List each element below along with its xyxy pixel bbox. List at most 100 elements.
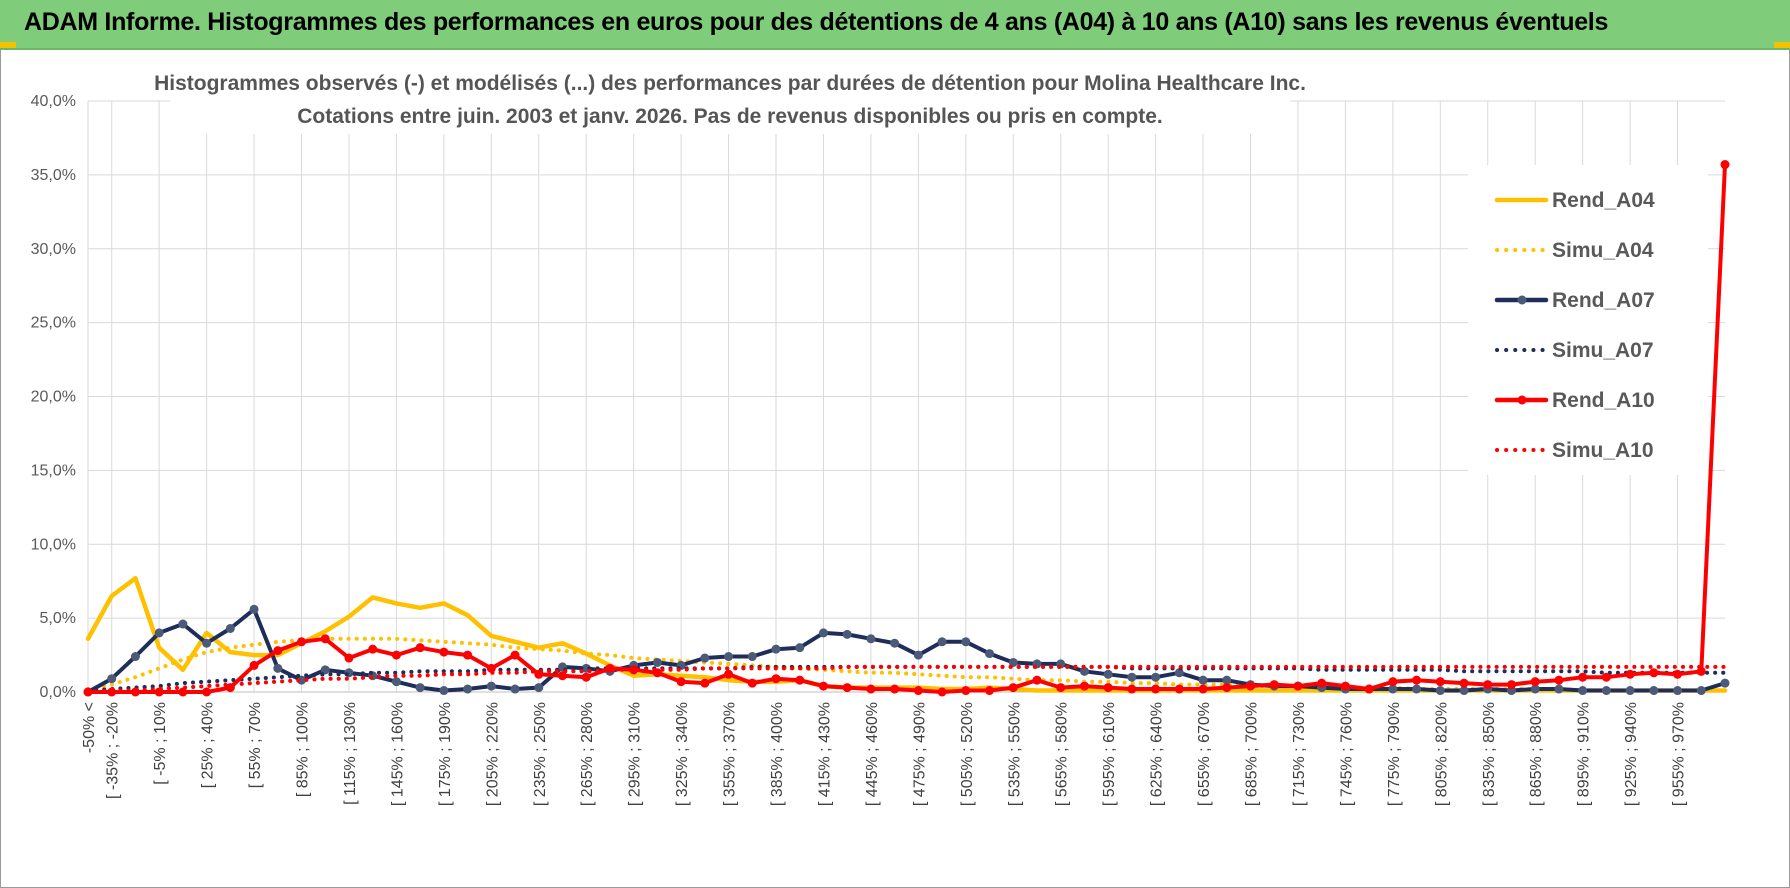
series-line-rend-a07 <box>86 607 1727 694</box>
data-point-rend-a10 <box>985 686 995 696</box>
report-banner: ADAM Informe. Histogrammes des performan… <box>0 0 1790 50</box>
legend-label-rend-a04: Rend_A04 <box>1552 189 1655 212</box>
x-tick-label: [ 55% ; 70% <box>247 702 264 788</box>
x-tick-label: [ 355% ; 370% <box>722 702 739 806</box>
x-tick-label: [ 115% ; 130% <box>342 702 359 805</box>
data-point-rend-a10 <box>1601 672 1611 682</box>
legend-marker-rend-a07 <box>1517 295 1527 305</box>
y-tick-label: 0,0% <box>40 684 76 701</box>
data-point-rend-a07 <box>463 684 473 694</box>
data-point-rend-a07 <box>1530 684 1540 694</box>
x-tick-label: [ 895% ; 910% <box>1576 702 1593 806</box>
data-point-rend-a07 <box>1412 684 1422 694</box>
data-point-rend-a10 <box>1198 684 1208 694</box>
title-backdrop <box>170 64 1290 134</box>
data-point-rend-a10 <box>1720 160 1730 170</box>
data-point-rend-a07 <box>1388 684 1398 694</box>
x-tick-label: [ 625% ; 640% <box>1149 702 1166 806</box>
y-tick-label: 35,0% <box>31 167 76 184</box>
data-point-rend-a10 <box>961 686 971 696</box>
data-point-rend-a10 <box>510 650 520 660</box>
data-series <box>83 160 1730 697</box>
data-point-rend-a10 <box>1435 677 1445 687</box>
legend-backdrop <box>1468 165 1708 475</box>
x-tick-label: [ 805% ; 820% <box>1433 702 1450 806</box>
data-point-rend-a07 <box>1673 686 1683 696</box>
data-point-rend-a07 <box>486 681 496 691</box>
data-point-rend-a07 <box>273 663 283 673</box>
data-point-rend-a10 <box>344 653 354 663</box>
data-point-rend-a10 <box>937 687 947 697</box>
data-point-rend-a07 <box>1459 686 1469 696</box>
x-tick-label: [ -5% ; 10% <box>152 702 169 785</box>
x-tick-label: [ 85% ; 100% <box>295 702 312 797</box>
data-point-rend-a10 <box>1625 669 1635 679</box>
data-point-rend-a10 <box>1269 680 1279 690</box>
data-point-rend-a10 <box>1056 683 1066 693</box>
x-tick-label: [ 535% ; 550% <box>1006 702 1023 806</box>
data-point-rend-a10 <box>320 634 330 644</box>
data-point-rend-a07 <box>1103 669 1113 679</box>
data-point-rend-a10 <box>890 684 900 694</box>
series-line-rend-a10 <box>86 162 1727 694</box>
x-tick-label: [ 775% ; 790% <box>1386 702 1403 806</box>
data-point-rend-a07 <box>154 628 164 638</box>
data-point-rend-a10 <box>724 669 734 679</box>
banner-corner-left <box>0 42 16 48</box>
data-point-rend-a10 <box>866 684 876 694</box>
data-point-rend-a07 <box>202 638 212 648</box>
x-tick-label: [ 385% ; 400% <box>769 702 786 806</box>
report-title: ADAM Informe. Histogrammes des performan… <box>24 8 1609 36</box>
data-point-rend-a10 <box>273 646 283 656</box>
series-line-simu-a04 <box>86 636 1727 693</box>
data-point-rend-a10 <box>771 674 781 684</box>
data-point-rend-a10 <box>913 686 923 696</box>
x-tick-label: [ 655% ; 670% <box>1196 702 1213 806</box>
data-point-rend-a07 <box>178 619 188 629</box>
x-tick-label: [ 745% ; 760% <box>1338 702 1355 806</box>
y-tick-label: 15,0% <box>31 462 76 479</box>
data-point-rend-a10 <box>1530 677 1540 687</box>
x-tick-label: [ 295% ; 310% <box>627 702 644 806</box>
data-point-rend-a10 <box>795 675 805 685</box>
data-point-rend-a07 <box>1435 686 1445 696</box>
data-point-rend-a07 <box>842 629 852 639</box>
x-tick-label: [ 565% ; 580% <box>1054 702 1071 806</box>
data-point-rend-a07 <box>818 628 828 638</box>
data-point-rend-a10 <box>1649 668 1659 678</box>
data-point-rend-a10 <box>1578 672 1588 682</box>
x-tick-label: [ -35% ; -20% <box>105 702 122 799</box>
data-point-rend-a10 <box>1412 675 1422 685</box>
data-point-rend-a07 <box>771 644 781 654</box>
data-point-rend-a10 <box>1174 684 1184 694</box>
data-point-rend-a10 <box>439 647 449 657</box>
x-tick-label: [ 715% ; 730% <box>1291 702 1308 806</box>
x-tick-label: [ 865% ; 880% <box>1528 702 1545 806</box>
data-point-rend-a07 <box>1696 686 1706 696</box>
x-tick-label: [ 685% ; 700% <box>1244 702 1261 806</box>
x-tick-label: [ 145% ; 160% <box>389 702 406 806</box>
data-point-rend-a10 <box>178 687 188 697</box>
data-point-rend-a07 <box>1578 686 1588 696</box>
data-point-rend-a07 <box>439 686 449 696</box>
data-point-rend-a07 <box>130 652 140 662</box>
data-point-rend-a10 <box>368 644 378 654</box>
data-point-rend-a07 <box>890 638 900 648</box>
data-point-rend-a07 <box>1008 657 1018 667</box>
data-point-rend-a07 <box>297 675 307 685</box>
data-point-rend-a07 <box>747 652 757 662</box>
data-point-rend-a10 <box>700 678 710 688</box>
data-point-rend-a07 <box>866 634 876 644</box>
data-point-rend-a07 <box>1554 684 1564 694</box>
data-point-rend-a10 <box>1459 678 1469 688</box>
data-point-rend-a07 <box>1720 678 1730 688</box>
legend-label-simu-a10: Simu_A10 <box>1552 439 1654 462</box>
x-tick-label: [ 475% ; 490% <box>911 702 928 806</box>
data-point-rend-a10 <box>557 671 567 681</box>
legend-label-simu-a04: Simu_A04 <box>1552 239 1654 262</box>
data-point-rend-a07 <box>700 653 710 663</box>
data-point-rend-a07 <box>795 643 805 653</box>
x-tick-label: [ 205% ; 220% <box>484 702 501 806</box>
data-point-rend-a07 <box>1222 675 1232 685</box>
data-point-rend-a10 <box>1222 683 1232 693</box>
